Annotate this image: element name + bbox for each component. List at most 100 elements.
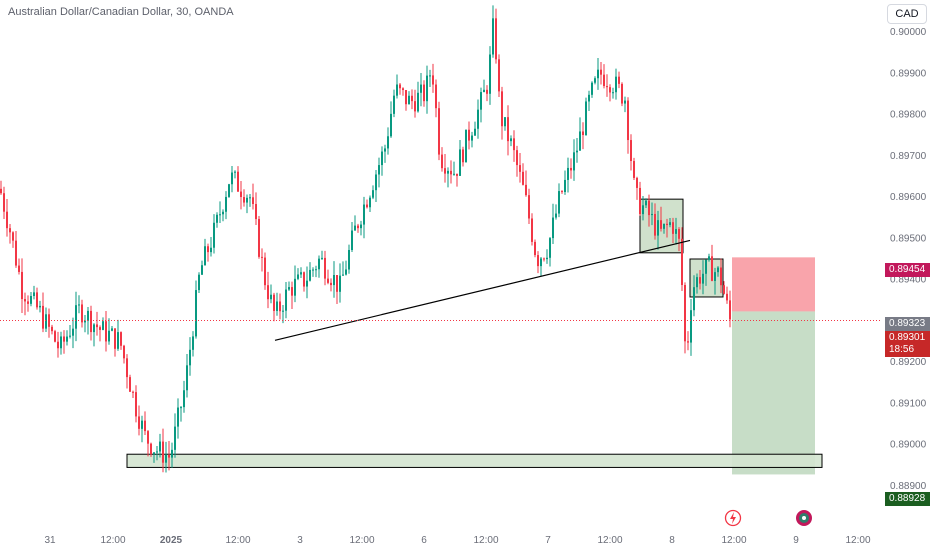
candle-body — [168, 454, 170, 458]
candle-body — [402, 88, 404, 91]
candle-body — [621, 83, 623, 104]
candle-body — [507, 117, 509, 142]
candle-body — [522, 171, 524, 185]
candle-body — [228, 184, 230, 197]
stop-price-tag: 0.89454 — [885, 263, 930, 277]
candle-body — [219, 214, 221, 216]
candle-body — [189, 349, 191, 366]
candle-body — [117, 332, 119, 349]
candle-body — [702, 273, 704, 284]
candle-body — [255, 204, 257, 220]
candle-body — [372, 190, 374, 198]
candle-body — [234, 171, 236, 173]
candle-body — [18, 265, 20, 272]
candle-body — [408, 95, 410, 105]
candle-body — [711, 256, 713, 281]
candle-body — [501, 91, 503, 127]
event-flash-icon[interactable] — [724, 509, 742, 527]
candle-body — [417, 92, 419, 112]
time-tick-label: 12:00 — [597, 535, 622, 546]
time-tick-label: 8 — [669, 535, 675, 546]
candle-body — [444, 168, 446, 174]
time-tick-label: 31 — [44, 535, 56, 546]
time-tick-label: 3 — [297, 535, 303, 546]
candle-body — [369, 197, 371, 208]
candle-body — [585, 101, 587, 136]
candle-body — [174, 426, 176, 450]
candle-body — [294, 278, 296, 296]
stop-loss-zone — [732, 257, 815, 312]
candle-body — [582, 131, 584, 136]
candle-body — [210, 247, 212, 253]
candle-body — [198, 274, 200, 291]
demand-zone-box — [126, 453, 823, 468]
candle-body — [471, 135, 473, 141]
time-tick-label: 12:00 — [225, 535, 250, 546]
candle-body — [558, 191, 560, 214]
candle-body — [357, 225, 359, 229]
candle-body — [504, 117, 506, 127]
currency-button[interactable]: CAD — [887, 4, 927, 24]
time-tick-label: 12:00 — [845, 535, 870, 546]
take-profit-zone — [732, 311, 815, 475]
candle-body — [63, 336, 65, 342]
candle-body — [93, 324, 95, 333]
candle-body — [264, 257, 266, 286]
candle-body — [696, 277, 698, 288]
candle-body — [303, 272, 305, 287]
candle-body — [165, 454, 167, 463]
candle-body — [633, 161, 635, 178]
candle-body — [639, 187, 641, 215]
candle-body — [102, 321, 104, 330]
candle-body — [465, 129, 467, 163]
price-tick-label: 0.88900 — [890, 481, 927, 492]
candle-body — [282, 310, 284, 312]
candle-body — [72, 328, 74, 336]
candle-body — [579, 131, 581, 151]
candle-body — [459, 149, 461, 176]
time-tick-label: 12:00 — [100, 535, 125, 546]
candle-body — [132, 391, 134, 393]
overlays — [0, 239, 880, 341]
candle-body — [120, 332, 122, 346]
candle-body — [207, 246, 209, 253]
candle-body — [723, 285, 725, 294]
candle-body — [660, 220, 662, 229]
candle-body — [285, 289, 287, 311]
candle-body — [381, 151, 383, 166]
candle-body — [48, 314, 50, 327]
candle-body — [54, 331, 56, 342]
candle-body — [564, 179, 566, 193]
candle-body — [342, 274, 344, 276]
candle-body — [477, 109, 479, 129]
candle-body — [45, 314, 47, 329]
candle-body — [594, 78, 596, 83]
candle-body — [474, 128, 476, 136]
candle-body — [87, 310, 89, 321]
candle-body — [429, 75, 431, 77]
candle-body — [42, 305, 44, 329]
candle-body — [609, 87, 611, 93]
candle-body — [630, 140, 632, 162]
candle-body — [606, 86, 608, 88]
candle-body — [636, 177, 638, 188]
candle-body — [99, 327, 101, 330]
candle-body — [330, 282, 332, 286]
target-price-tag: 0.88928 — [885, 492, 930, 506]
candle-body — [156, 451, 158, 453]
candle-body — [396, 84, 398, 96]
candle-body — [390, 113, 392, 137]
time-tick-label: 2025 — [160, 535, 183, 546]
candle-body — [384, 148, 386, 152]
candle-body — [153, 452, 155, 455]
economic-event-icon[interactable] — [795, 509, 813, 527]
candle-body — [363, 204, 365, 225]
candle-body — [588, 94, 590, 102]
candle-body — [591, 82, 593, 95]
candle-body — [627, 100, 629, 141]
candle-body — [171, 449, 173, 458]
candle-body — [186, 365, 188, 391]
candle-body — [297, 274, 299, 279]
candle-body — [462, 149, 464, 163]
